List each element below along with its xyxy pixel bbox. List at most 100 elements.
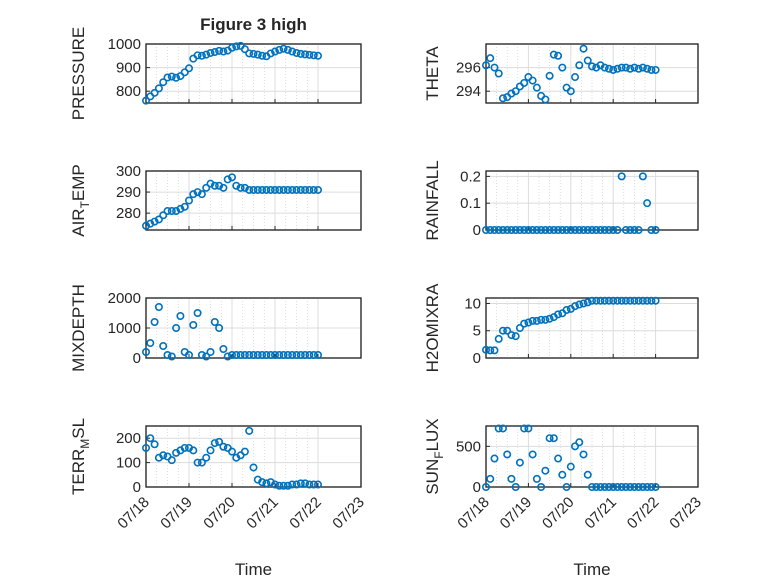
data-point [583,226,592,235]
data-point [651,482,660,491]
data-point [549,226,558,235]
data-point [498,226,507,235]
data-point [210,439,219,448]
y-tick-label: 800 [116,83,141,100]
data-point [167,352,176,361]
subplot-terr-msl: 0 100 200 07/18 07/19 07/20 07/21 07/22 07/23 Tim… [69,418,368,579]
data-point [240,45,249,54]
data-point [528,226,537,235]
data-point [647,296,656,305]
data-point [150,88,159,97]
data-point [146,338,155,347]
data-point [223,352,232,361]
data-point [634,226,643,235]
data-point [176,311,185,320]
data-point [275,185,284,194]
data-point [202,352,211,361]
data-point [202,453,211,462]
y-label-part: LUX [423,418,442,451]
data-point [197,458,206,467]
data-point [626,296,635,305]
data-point [520,319,529,328]
data-point [600,226,609,235]
data-point [486,474,495,483]
data-point [532,316,541,325]
data-point [309,480,318,489]
data-point [494,424,503,433]
data-point [571,226,580,235]
data-point [494,334,503,343]
data-point [617,296,626,305]
data-point [296,49,305,58]
data-point [549,434,558,443]
data-point [507,331,516,340]
data-point [172,207,181,216]
data-point [154,302,163,311]
data-point [245,350,254,359]
y-axis-label: TERRMSL [69,418,92,495]
data-point [643,296,652,305]
data-point [528,316,537,325]
data-point [275,45,284,54]
x-tick-label: 07/22 [286,494,325,533]
y-axis-label: PRESSURE [69,27,88,121]
data-point [583,470,592,479]
data-point [596,296,605,305]
data-point [621,63,630,72]
data-point [579,299,588,308]
data-point [617,63,626,72]
data-point [621,226,630,235]
data-point [219,442,228,451]
data-point [575,438,584,447]
x-tick-label: 07/20 [200,494,239,533]
y-tick-label: 1000 [108,36,141,53]
data-point [262,185,271,194]
data-point [245,185,254,194]
data-point [503,226,512,235]
data-point [249,49,258,58]
data-point [296,185,305,194]
data-point [215,437,224,446]
data-point [180,68,189,77]
subplot-h2omixra: 0 5 10 H2OMIXRA [423,283,699,372]
data-point [313,51,322,60]
data-point [206,179,215,188]
data-point [258,51,267,60]
y-label-subscript: T [78,200,92,208]
x-tick-label: 07/19 [157,494,196,533]
data-point [545,314,554,323]
data-point [630,296,639,305]
data-point [571,73,580,82]
data-point [266,49,275,58]
data-point [313,350,322,359]
data-point [562,226,571,235]
data-point [592,226,601,235]
data-point [305,480,314,489]
data-point [258,350,267,359]
data-point [309,51,318,60]
data-point [313,480,322,489]
y-label-part: SUN [423,459,442,495]
data-point [142,96,151,105]
data-point [554,226,563,235]
axes-border [485,425,699,488]
data-point [146,434,155,443]
data-point [167,456,176,465]
data-point [228,173,237,182]
data-point [634,296,643,305]
data-point [647,482,656,491]
data-point [558,470,567,479]
y-axis-label: THETA [423,46,442,101]
data-point [545,226,554,235]
data-point [528,76,537,85]
data-point [541,315,550,324]
data-point [511,332,520,341]
data-point [163,207,172,216]
data-point [566,87,575,96]
data-point [305,350,314,359]
data-point [579,450,588,459]
data-point [202,183,211,192]
y-axis-label: H2OMIXRA [423,283,442,372]
data-point [270,185,279,194]
data-point [511,87,520,96]
